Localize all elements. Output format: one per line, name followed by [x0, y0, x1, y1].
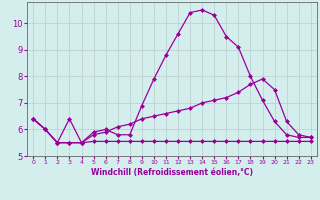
- X-axis label: Windchill (Refroidissement éolien,°C): Windchill (Refroidissement éolien,°C): [91, 168, 253, 177]
